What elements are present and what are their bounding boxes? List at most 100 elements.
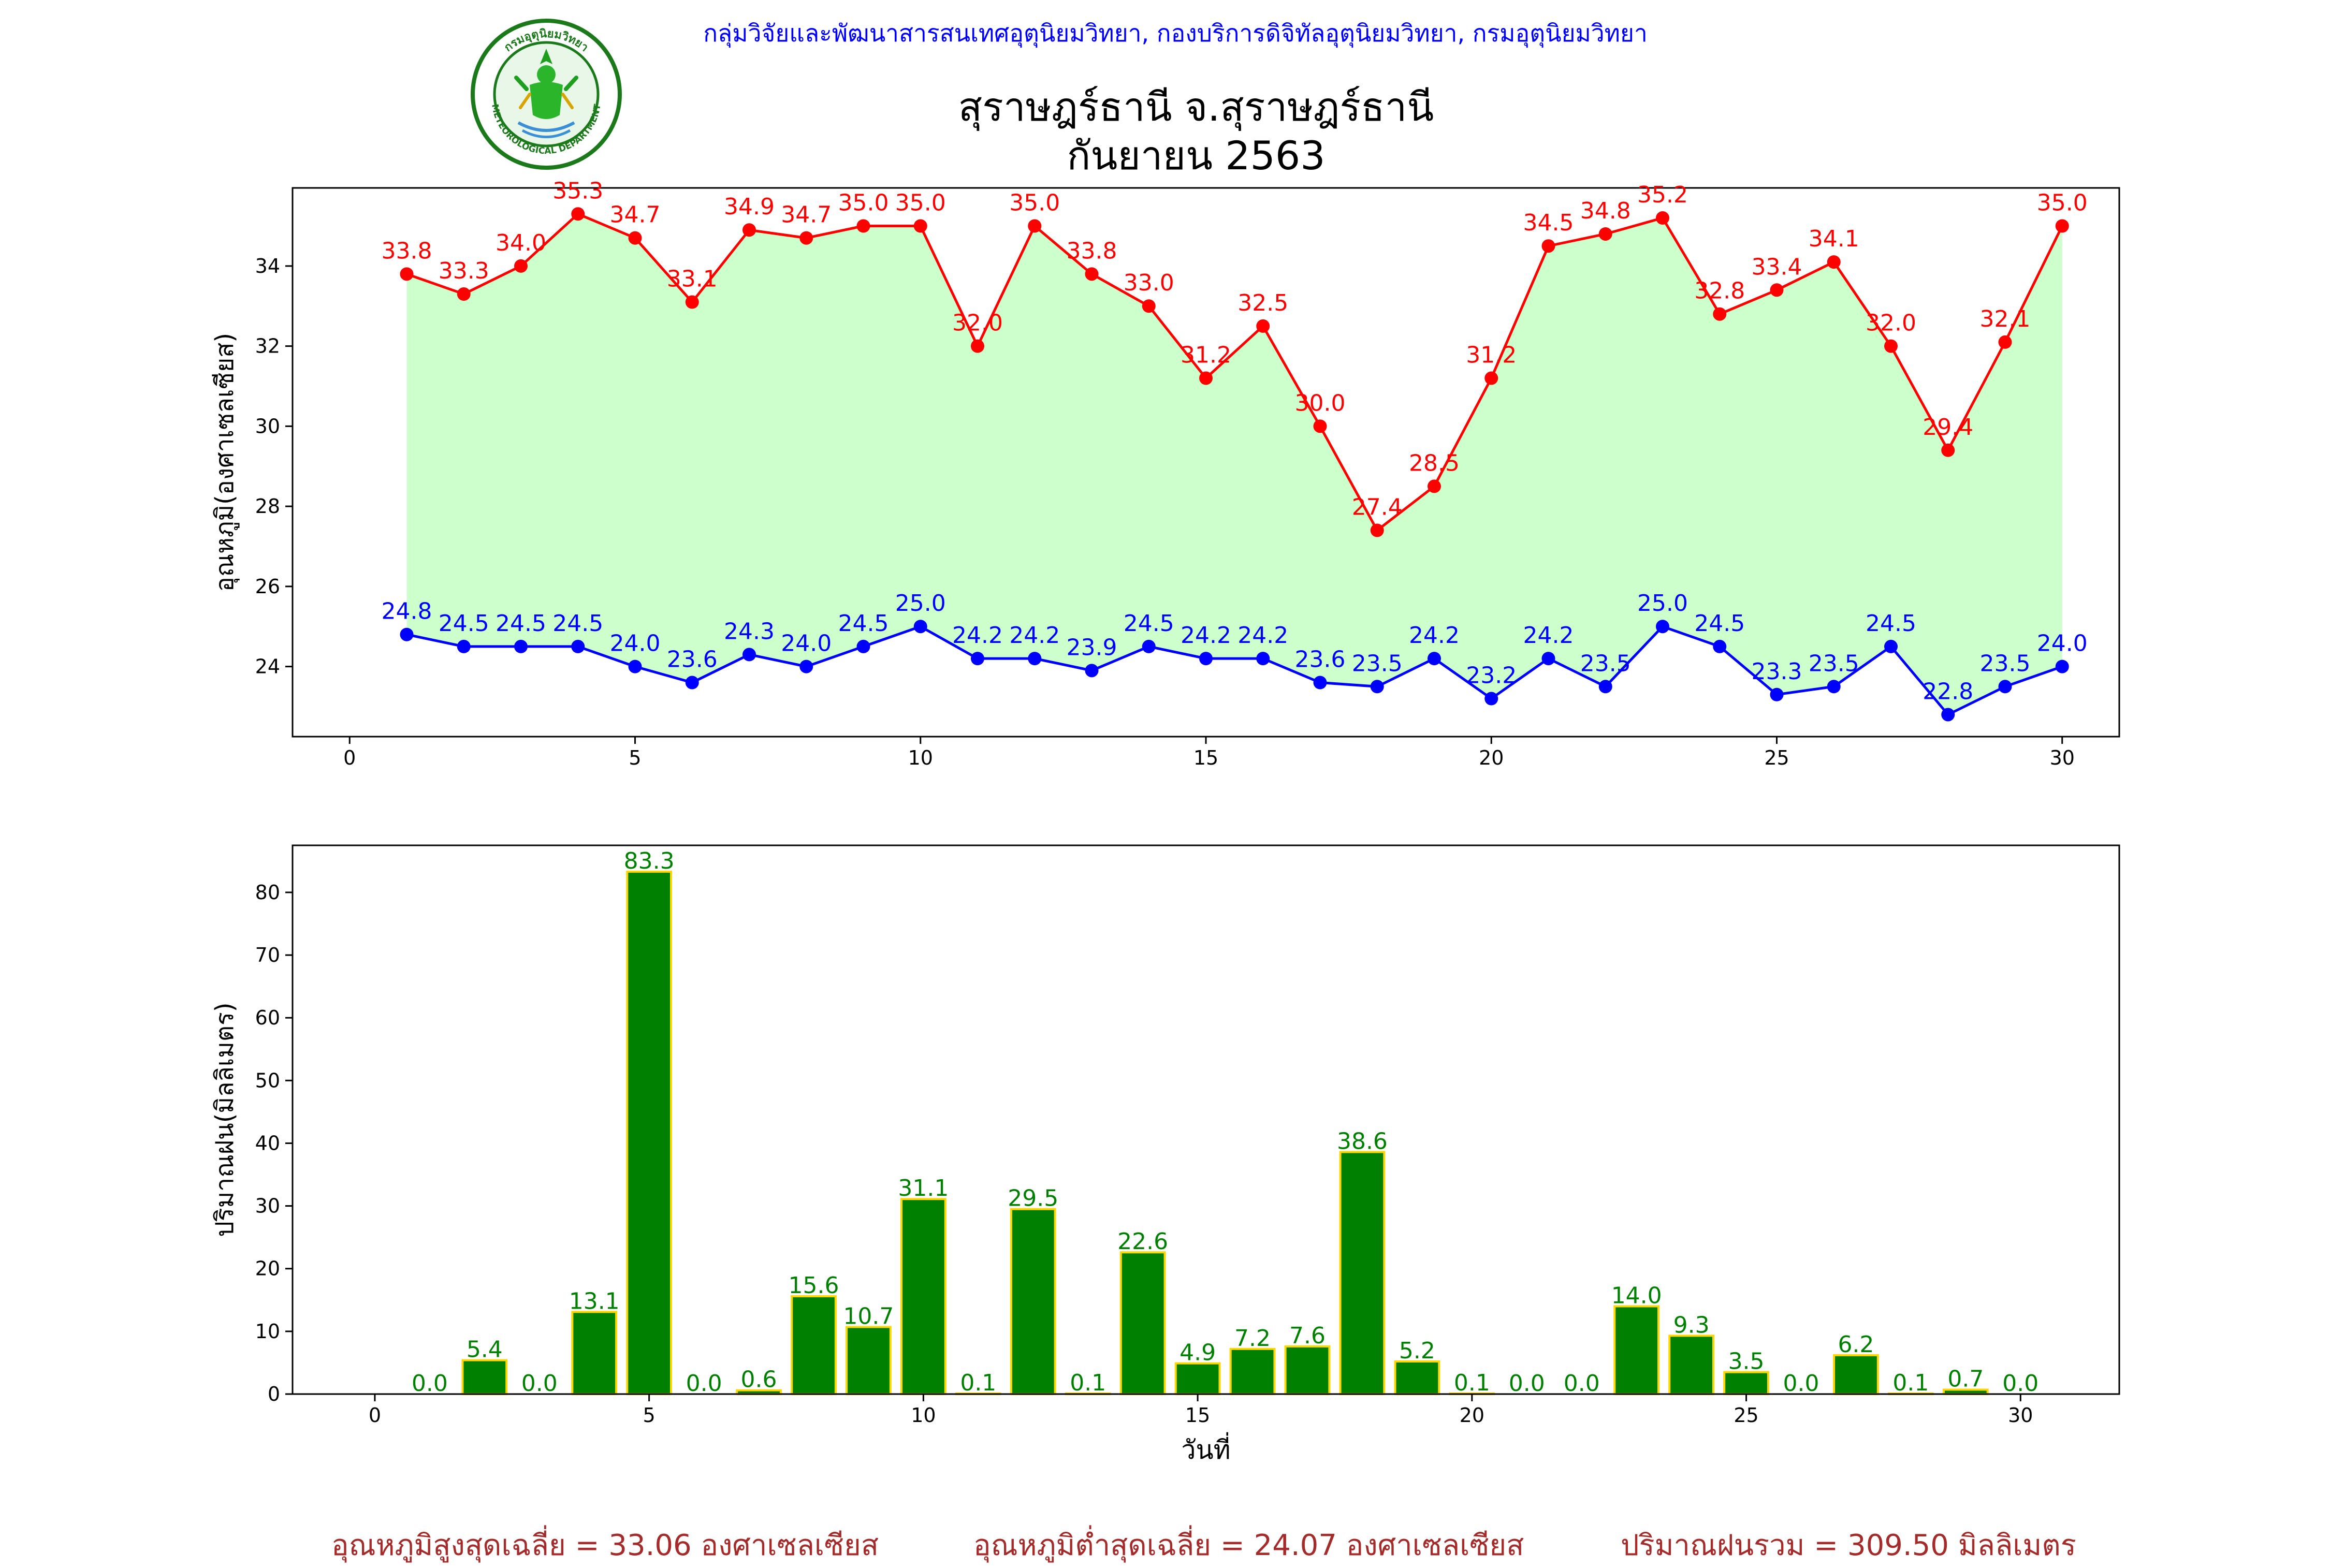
- temperature-x-tick-label: 15: [1193, 746, 1218, 769]
- max-temperature-line: [406, 212, 2063, 533]
- min-temperature-label: 24.5: [1866, 610, 1916, 637]
- max-temperature-label: 32.1: [1980, 306, 2031, 332]
- rainfall-plot-frame: [292, 844, 2120, 1395]
- rainfall-bar: [1668, 1335, 1714, 1396]
- max-temperature-label: 35.0: [895, 190, 946, 216]
- max-temperature-label: 33.8: [1067, 238, 1117, 264]
- max-temperature-label: 35.2: [1637, 182, 1688, 208]
- rainfall-x-axis-label: วันที่: [1181, 1432, 1230, 1465]
- max-temperature-label: 32.8: [1694, 278, 1745, 304]
- max-temperature-label: 34.7: [781, 202, 832, 228]
- temperature-y-tick-label: 32: [255, 335, 280, 358]
- temperature-x-tick-label: 10: [908, 746, 933, 769]
- min-temperature-label: 23.9: [1067, 634, 1117, 661]
- min-temperature-point: [1541, 652, 1555, 666]
- min-temperature-point: [1142, 639, 1156, 653]
- min-temperature-point: [1598, 680, 1612, 694]
- rainfall-x-tick-label: 10: [911, 1404, 936, 1427]
- rainfall-bar: [1119, 1251, 1166, 1395]
- rainfall-y-tick-label: 50: [255, 1069, 280, 1092]
- min-temperature-point: [457, 639, 471, 653]
- rainfall-value-label: 0.7: [1947, 1366, 1984, 1393]
- max-temperature-point: [1370, 523, 1384, 537]
- max-temperature-label: 34.5: [1523, 210, 1574, 236]
- max-temperature-point: [1313, 419, 1327, 433]
- period-label: กันยายน 2563: [1067, 133, 1326, 179]
- min-temperature-label: 24.0: [610, 631, 661, 657]
- max-temperature-label: 34.7: [610, 202, 661, 228]
- min-temperature-label: 24.5: [496, 610, 546, 637]
- min-temperature-label: 22.8: [1923, 678, 1973, 705]
- temperature-x-tick-label: 20: [1479, 746, 1504, 769]
- max-temperature-label: 33.0: [1124, 270, 1174, 296]
- rainfall-bar: [461, 1359, 508, 1395]
- min-temperature-point: [1484, 692, 1498, 706]
- min-temperature-point: [1028, 652, 1042, 666]
- rainfall-value-label: 10.7: [843, 1303, 894, 1329]
- rainfall-value-label: 9.3: [1673, 1312, 1710, 1338]
- temperature-range-fill: [406, 214, 2062, 715]
- rainfall-bar: [846, 1326, 892, 1396]
- min-temperature-label: 24.5: [439, 610, 489, 637]
- rainfall-value-label: 22.6: [1117, 1228, 1168, 1255]
- max-temperature-label: 32.5: [1237, 290, 1288, 316]
- chart-title: สุราษฎร์ธานี จ.สุราษฎร์ธานี กันยายน 2563: [803, 83, 1590, 180]
- min-temperature-point: [1884, 639, 1898, 653]
- max-temperature-label: 34.9: [724, 194, 775, 220]
- temperature-x-tick-label: 30: [2050, 746, 2075, 769]
- min-temperature-point: [628, 660, 642, 673]
- max-temperature-point: [1199, 371, 1213, 385]
- max-temperature-point: [2055, 219, 2069, 233]
- avg-max-temp: อุณหภูมิสูงสุดเฉลี่ย = 33.06 องศาเซลเซีย…: [331, 1529, 879, 1562]
- rainfall-value-label: 0.1: [960, 1370, 996, 1396]
- min-temperature-point: [1713, 639, 1727, 653]
- max-temperature-point: [1541, 239, 1555, 253]
- max-temperature-point: [1484, 371, 1498, 385]
- min-temperature-label: 23.6: [1295, 647, 1346, 673]
- min-temperature-point: [514, 639, 528, 653]
- max-temperature-point: [1770, 283, 1784, 297]
- max-temperature-point: [1998, 335, 2012, 349]
- rainfall-bar: [1284, 1345, 1331, 1395]
- rainfall-y-tick-label: 30: [255, 1195, 280, 1218]
- min-temperature-label: 23.5: [1352, 650, 1403, 677]
- max-temperature-point: [742, 223, 756, 237]
- min-temperature-label: 24.3: [724, 618, 775, 644]
- min-temperature-point: [856, 639, 870, 653]
- max-temperature-point: [628, 231, 642, 245]
- min-temperature-label: 24.5: [552, 610, 603, 637]
- rainfall-value-label: 83.3: [624, 848, 675, 874]
- rainfall-value-label: 4.9: [1179, 1340, 1216, 1366]
- rainfall-value-label: 38.6: [1337, 1128, 1388, 1154]
- max-temperature-label: 33.8: [382, 238, 432, 264]
- rainfall-bar: [1833, 1354, 1879, 1395]
- max-temperature-label: 34.1: [1809, 226, 1859, 252]
- max-temperature-label: 35.0: [2037, 190, 2088, 216]
- rainfall-bar: [1723, 1371, 1769, 1396]
- min-temperature-point: [1770, 687, 1784, 701]
- agency-caption: กลุ่มวิจัยและพัฒนาสารสนเทศอุตุนิยมวิทยา,…: [703, 19, 1648, 47]
- rainfall-value-label: 0.6: [741, 1367, 777, 1393]
- max-temperature-label: 29.4: [1923, 414, 1973, 441]
- min-temperature-point: [1656, 620, 1669, 634]
- rainfall-chart: 0 5 10 15 20 25 30 0 10 20 30 40 50 60 70 80 ปริมาณฝน(มิ…: [210, 844, 2120, 1465]
- rainfall-value-label: 0.1: [1070, 1370, 1106, 1396]
- min-temperature-label: 24.5: [1124, 610, 1174, 637]
- rainfall-x-tick-label: 30: [2008, 1404, 2033, 1427]
- min-temperature-point: [1199, 652, 1213, 666]
- max-temperature-point: [1884, 339, 1898, 353]
- rainfall-x-tick-label: 0: [369, 1404, 381, 1427]
- temperature-y-tick-label: 24: [255, 655, 280, 678]
- max-temperature-point: [1256, 319, 1270, 333]
- min-temperature-label: 24.2: [1237, 622, 1288, 649]
- min-temperature-point: [685, 676, 699, 690]
- rainfall-value-label: 0.0: [2002, 1370, 2038, 1397]
- min-temperature-point: [571, 639, 585, 653]
- min-temperature-point: [1428, 652, 1441, 666]
- min-temperature-label: 24.2: [1009, 622, 1060, 649]
- min-temperature-label: 23.2: [1466, 662, 1517, 688]
- min-temperature-point: [2055, 660, 2069, 673]
- max-temperature-point: [1085, 267, 1099, 281]
- min-temperature-point: [1827, 680, 1841, 694]
